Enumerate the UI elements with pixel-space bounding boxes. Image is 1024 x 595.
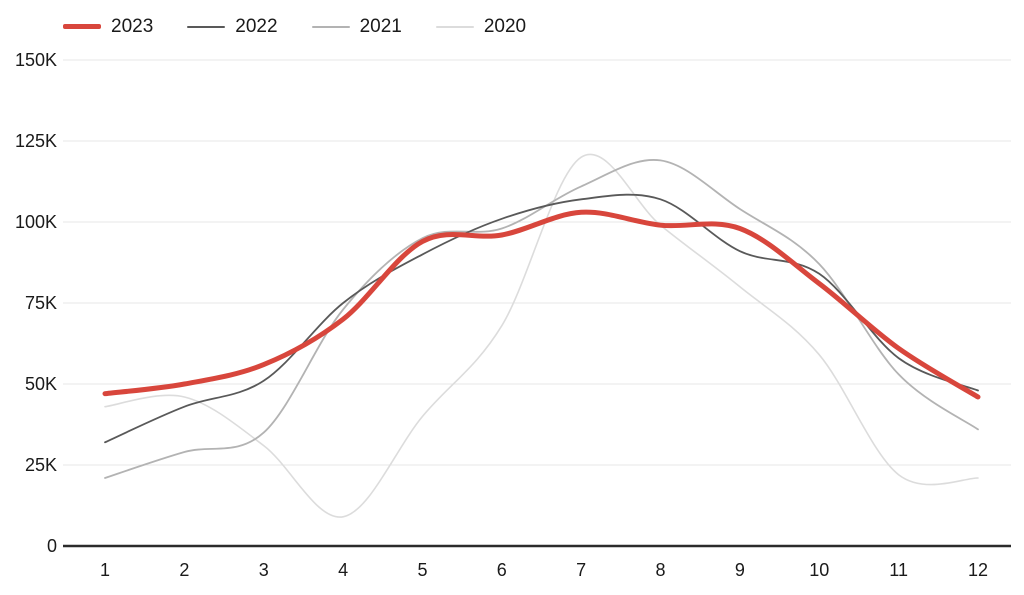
y-tick-label-75K: 75K	[25, 293, 57, 313]
x-tick-label-5: 5	[417, 560, 427, 580]
series-line-2022[interactable]	[104, 193, 979, 444]
x-tick-label-9: 9	[735, 560, 745, 580]
legend-item-2020[interactable]: 2020	[435, 16, 527, 37]
legend-label: 2022	[235, 16, 278, 37]
legend-item-2021[interactable]: 2021	[311, 16, 402, 37]
x-tick-label-1: 1	[100, 560, 110, 580]
chart-legend: 2023 2022 2021 2020	[63, 17, 526, 36]
x-tick-label-2: 2	[179, 560, 189, 580]
y-tick-label-100K: 100K	[15, 212, 57, 232]
y-tick-label-50K: 50K	[25, 374, 57, 394]
legend-label: 2020	[483, 16, 527, 37]
y-tick-label-25K: 25K	[25, 455, 57, 475]
x-tick-label-4: 4	[338, 560, 348, 580]
legend-swatch-2020	[435, 25, 474, 28]
y-tick-label-150K: 150K	[15, 50, 57, 70]
x-tick-label-6: 6	[497, 560, 507, 580]
y-tick-label-0: 0	[47, 536, 57, 556]
x-tick-label-7: 7	[576, 560, 586, 580]
y-tick-label-125K: 125K	[15, 131, 57, 151]
x-tick-label-12: 12	[968, 560, 988, 580]
x-tick-label-10: 10	[809, 560, 829, 580]
legend-label: 2023	[111, 16, 154, 37]
x-tick-label-3: 3	[259, 560, 269, 580]
series-line-2023[interactable]	[102, 209, 981, 400]
legend-item-2023[interactable]: 2023	[63, 17, 153, 36]
series-line-2020[interactable]	[104, 153, 979, 518]
legend-label: 2021	[359, 16, 402, 37]
x-tick-label-8: 8	[656, 560, 666, 580]
legend-swatch-2023	[63, 24, 101, 29]
legend-swatch-2021	[311, 25, 350, 28]
series-line-2021[interactable]	[104, 159, 979, 479]
legend-item-2022[interactable]: 2022	[187, 16, 278, 37]
x-tick-label-11: 11	[889, 560, 908, 580]
legend-swatch-2022	[187, 25, 226, 28]
